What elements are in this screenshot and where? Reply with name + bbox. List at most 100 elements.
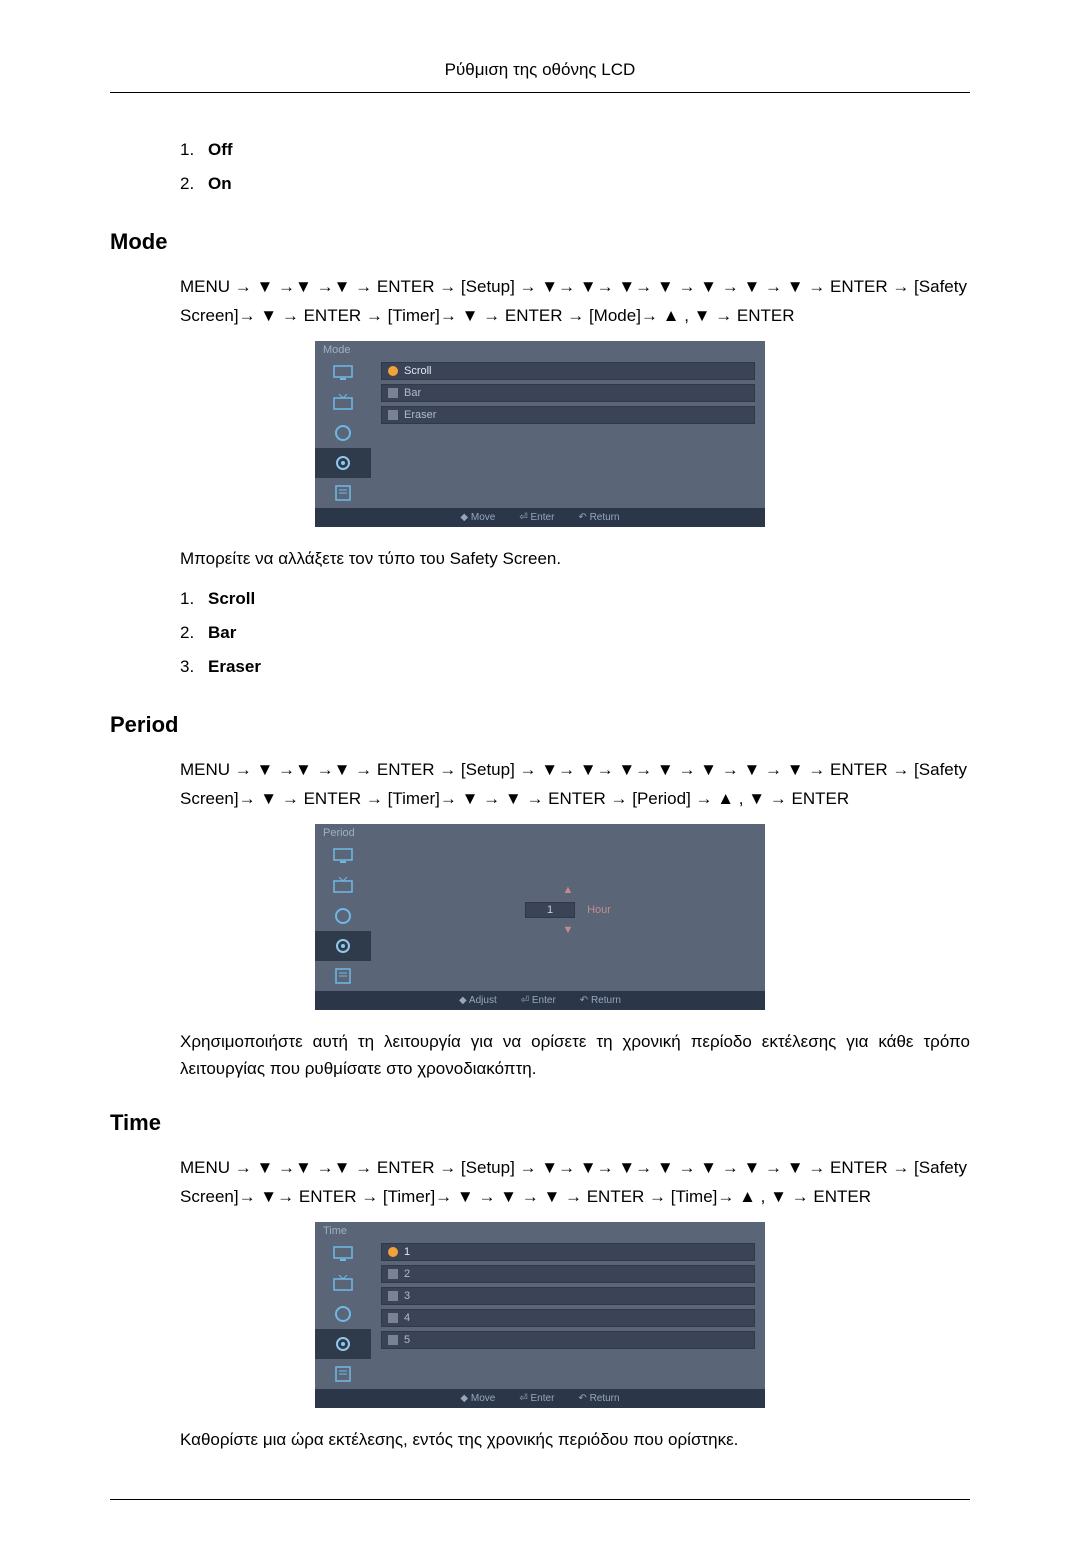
gear-icon[interactable] bbox=[315, 931, 371, 961]
radio-icon bbox=[388, 1335, 398, 1345]
radio-icon bbox=[388, 1269, 398, 1279]
intro-list: 1. Off 2. On bbox=[180, 133, 970, 201]
osd-period: Period ▲ 1 Hour ▼ bbox=[315, 824, 765, 1010]
mode-list: 1.Scroll 2.Bar 3.Eraser bbox=[180, 582, 970, 684]
list-item: 3.Eraser bbox=[180, 650, 970, 684]
radio-icon bbox=[388, 366, 398, 376]
page: Ρύθμιση της οθόνης LCD 1. Off 2. On Mode… bbox=[0, 0, 1080, 1560]
radio-icon bbox=[388, 1291, 398, 1301]
osd-option-label: Eraser bbox=[404, 409, 436, 421]
osd-panel: Time 1 2 3 4 5 ◆ Move bbox=[315, 1222, 765, 1408]
osd-hint: ↶ Return bbox=[578, 1393, 619, 1404]
time-desc: Καθορίστε μια ώρα εκτέλεσης, εντός της χ… bbox=[180, 1426, 970, 1453]
nav-path-period: MENU → ▼ →▼ →▼ → ENTER → [Setup] → ▼→ ▼→… bbox=[180, 756, 970, 814]
list-number: 1. bbox=[180, 133, 208, 167]
osd-sidebar bbox=[315, 358, 371, 508]
tv-icon[interactable] bbox=[315, 1269, 371, 1299]
osd-title: Time bbox=[315, 1222, 765, 1239]
note-icon[interactable] bbox=[315, 1359, 371, 1389]
osd-hint: ◆ Move bbox=[460, 1393, 495, 1404]
osd-main: Scroll Bar Eraser bbox=[371, 358, 765, 508]
monitor-icon[interactable] bbox=[315, 1239, 371, 1269]
osd-panel: Period ▲ 1 Hour ▼ bbox=[315, 824, 765, 1010]
list-value: Eraser bbox=[208, 650, 261, 684]
tv-icon[interactable] bbox=[315, 388, 371, 418]
osd-option-label: 1 bbox=[404, 1246, 410, 1258]
note-icon[interactable] bbox=[315, 478, 371, 508]
gear-icon[interactable] bbox=[315, 448, 371, 478]
osd-stepper-unit: Hour bbox=[587, 904, 611, 916]
osd-option[interactable]: Eraser bbox=[381, 406, 755, 424]
osd-hintbar: ◆ Move ⏎ Enter ↶ Return bbox=[315, 508, 765, 527]
monitor-icon[interactable] bbox=[315, 358, 371, 388]
radio-icon bbox=[388, 1313, 398, 1323]
page-title: Ρύθμιση της οθόνης LCD bbox=[110, 60, 970, 93]
list-number: 1. bbox=[180, 582, 208, 616]
list-number: 2. bbox=[180, 616, 208, 650]
osd-body: Scroll Bar Eraser bbox=[315, 358, 765, 508]
list-item: 2. On bbox=[180, 167, 970, 201]
osd-option[interactable]: 4 bbox=[381, 1309, 755, 1327]
ring-icon[interactable] bbox=[315, 901, 371, 931]
osd-option[interactable]: Scroll bbox=[381, 362, 755, 380]
osd-hint: ⏎ Enter bbox=[519, 512, 554, 523]
osd-option[interactable]: 3 bbox=[381, 1287, 755, 1305]
radio-icon bbox=[388, 410, 398, 420]
osd-hint: ◆ Adjust bbox=[459, 995, 497, 1006]
section-heading-period: Period bbox=[110, 712, 970, 738]
osd-main: 1 2 3 4 5 bbox=[371, 1239, 765, 1389]
up-arrow-icon[interactable]: ▲ bbox=[563, 884, 574, 896]
monitor-icon[interactable] bbox=[315, 841, 371, 871]
osd-option-label: Scroll bbox=[404, 365, 432, 377]
osd-mode: Mode Scroll Bar Eraser ◆ Move ⏎ Enter bbox=[315, 341, 765, 527]
list-value: Off bbox=[208, 133, 233, 167]
list-item: 1. Off bbox=[180, 133, 970, 167]
list-value: On bbox=[208, 167, 232, 201]
osd-title: Period bbox=[315, 824, 765, 841]
list-item: 2.Bar bbox=[180, 616, 970, 650]
gear-icon[interactable] bbox=[315, 1329, 371, 1359]
osd-hint: ◆ Move bbox=[460, 512, 495, 523]
osd-sidebar bbox=[315, 1239, 371, 1389]
list-value: Bar bbox=[208, 616, 236, 650]
period-desc: Χρησιμοποιήστε αυτή τη λειτουργία για να… bbox=[180, 1028, 970, 1082]
osd-option-label: Bar bbox=[404, 387, 421, 399]
osd-time: Time 1 2 3 4 5 ◆ Move bbox=[315, 1222, 765, 1408]
osd-stepper-value[interactable]: 1 bbox=[525, 902, 575, 918]
osd-main: ▲ 1 Hour ▼ bbox=[371, 841, 765, 991]
osd-option[interactable]: 5 bbox=[381, 1331, 755, 1349]
osd-option-label: 3 bbox=[404, 1290, 410, 1302]
osd-hint: ↶ Return bbox=[578, 512, 619, 523]
list-number: 3. bbox=[180, 650, 208, 684]
osd-hint: ⏎ Enter bbox=[519, 1393, 554, 1404]
osd-body: 1 2 3 4 5 bbox=[315, 1239, 765, 1389]
section-heading-time: Time bbox=[110, 1110, 970, 1136]
list-item: 1.Scroll bbox=[180, 582, 970, 616]
osd-option-label: 5 bbox=[404, 1334, 410, 1346]
ring-icon[interactable] bbox=[315, 1299, 371, 1329]
list-number: 2. bbox=[180, 167, 208, 201]
radio-icon bbox=[388, 388, 398, 398]
list-value: Scroll bbox=[208, 582, 255, 616]
note-icon[interactable] bbox=[315, 961, 371, 991]
osd-option[interactable]: Bar bbox=[381, 384, 755, 402]
nav-path-mode: MENU → ▼ →▼ →▼ → ENTER → [Setup] → ▼→ ▼→… bbox=[180, 273, 970, 331]
osd-hintbar: ◆ Adjust ⏎ Enter ↶ Return bbox=[315, 991, 765, 1010]
osd-option[interactable]: 2 bbox=[381, 1265, 755, 1283]
down-arrow-icon[interactable]: ▼ bbox=[563, 924, 574, 936]
ring-icon[interactable] bbox=[315, 418, 371, 448]
radio-icon bbox=[388, 1247, 398, 1257]
osd-option-label: 2 bbox=[404, 1268, 410, 1280]
tv-icon[interactable] bbox=[315, 871, 371, 901]
section-heading-mode: Mode bbox=[110, 229, 970, 255]
osd-sidebar bbox=[315, 841, 371, 991]
osd-hint: ⏎ Enter bbox=[521, 995, 556, 1006]
osd-option[interactable]: 1 bbox=[381, 1243, 755, 1261]
osd-hintbar: ◆ Move ⏎ Enter ↶ Return bbox=[315, 1389, 765, 1408]
mode-desc: Μπορείτε να αλλάξετε τον τύπο του Safety… bbox=[180, 545, 970, 572]
osd-stepper: ▲ 1 Hour ▼ bbox=[381, 845, 755, 975]
osd-body: ▲ 1 Hour ▼ bbox=[315, 841, 765, 991]
footer-divider bbox=[110, 1499, 970, 1500]
nav-path-time: MENU → ▼ →▼ →▼ → ENTER → [Setup] → ▼→ ▼→… bbox=[180, 1154, 970, 1212]
osd-title: Mode bbox=[315, 341, 765, 358]
